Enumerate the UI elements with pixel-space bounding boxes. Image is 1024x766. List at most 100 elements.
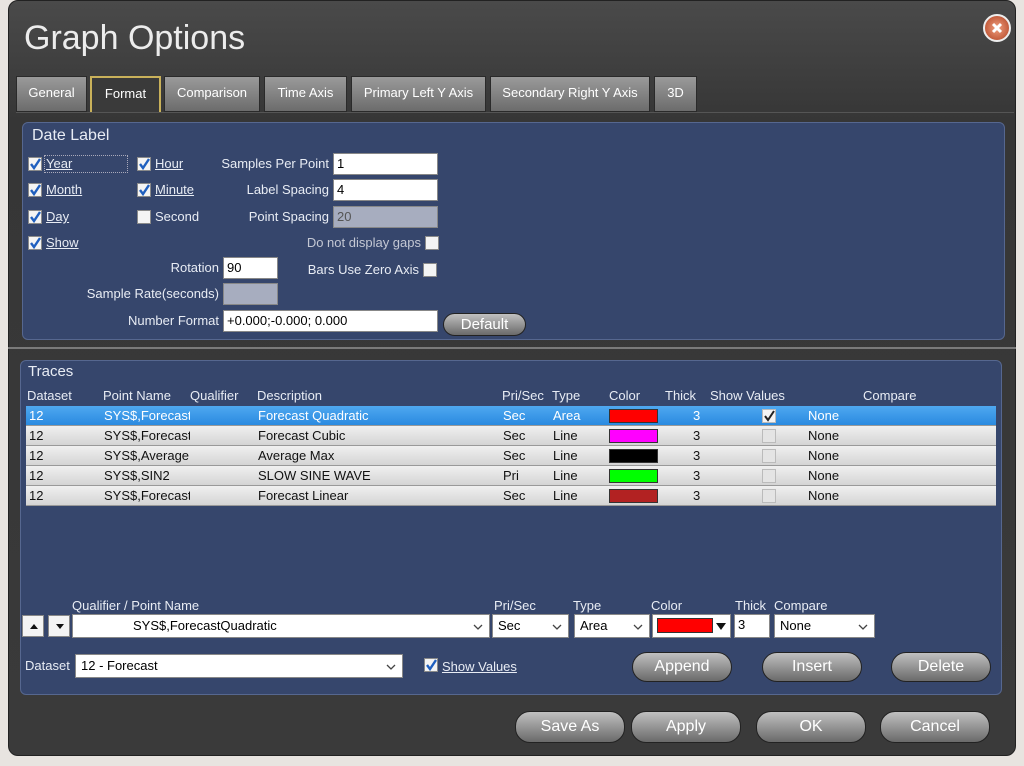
table-row[interactable] — [26, 486, 996, 506]
checkbox[interactable] — [28, 236, 42, 250]
cell: 3 — [693, 488, 701, 503]
cell: SYS$,ForecastL — [104, 488, 190, 503]
checkbox-label: Day — [46, 209, 70, 224]
option-label: Bars Use Zero Axis — [307, 262, 419, 277]
color-swatch — [609, 469, 658, 483]
table-row[interactable] — [26, 466, 996, 486]
tab[interactable]: Primary Left Y Axis — [351, 76, 486, 112]
footer-button[interactable]: OK — [756, 711, 866, 743]
move-up-button[interactable] — [22, 615, 44, 637]
checkbox-label: Hour — [155, 156, 184, 171]
dialog-title: Graph Options — [24, 19, 246, 57]
cell: Sec — [503, 448, 526, 463]
cell: Pri — [503, 468, 519, 483]
checkbox[interactable] — [762, 429, 776, 443]
checkbox[interactable] — [137, 210, 151, 224]
pri-sec-combo[interactable]: Sec — [492, 614, 569, 638]
field-label: Label Spacing — [246, 182, 329, 197]
cell: Forecast Linear — [258, 488, 349, 503]
type-combo[interactable]: Area — [574, 614, 650, 638]
column-header: Thick — [735, 598, 767, 613]
column-header: Qualifier / Point Name — [72, 598, 200, 613]
checkbox[interactable] — [137, 183, 151, 197]
checkbox[interactable] — [425, 236, 439, 250]
checkbox[interactable] — [762, 449, 776, 463]
tab[interactable]: General — [16, 76, 87, 112]
column-header: Type — [552, 388, 581, 403]
cell: None — [808, 488, 840, 503]
table-row[interactable] — [26, 446, 996, 466]
move-down-button[interactable] — [48, 615, 70, 637]
cell: 12 — [29, 428, 44, 443]
checkbox[interactable] — [424, 658, 438, 672]
checkbox[interactable] — [28, 210, 42, 224]
cell: None — [808, 448, 840, 463]
checkbox[interactable] — [762, 469, 776, 483]
tab[interactable]: Secondary Right Y Axis — [490, 76, 650, 112]
tab[interactable]: Comparison — [164, 76, 260, 112]
checkbox[interactable] — [137, 157, 151, 171]
footer-button[interactable]: Cancel — [880, 711, 990, 743]
checkbox[interactable] — [28, 183, 42, 197]
option-label: Do not display gaps — [306, 235, 421, 250]
date-label-panel — [22, 122, 1005, 340]
column-header: Color — [651, 598, 683, 613]
table-row[interactable] — [26, 406, 996, 426]
cell: None — [808, 428, 840, 443]
text-input: 20 — [333, 206, 438, 228]
text-input — [223, 283, 278, 305]
cell: Area — [553, 408, 581, 423]
close-button[interactable] — [983, 14, 1011, 42]
action-button[interactable]: Delete — [891, 652, 991, 682]
column-header: Type — [573, 598, 602, 613]
tab[interactable]: Time Axis — [264, 76, 347, 112]
color-swatch — [657, 618, 713, 633]
point-name-combo[interactable]: SYS$,ForecastQuadratic — [72, 614, 490, 638]
checkbox-label: Year — [46, 156, 73, 171]
table-row[interactable] — [26, 426, 996, 446]
column-header: Qualifier — [190, 388, 239, 403]
field-label: Point Spacing — [248, 209, 329, 224]
cell: None — [808, 468, 840, 483]
cell: 3 — [693, 448, 701, 463]
checkbox[interactable] — [28, 157, 42, 171]
checkbox[interactable] — [423, 263, 437, 277]
cell: Average Max — [258, 448, 335, 463]
action-button[interactable]: Append — [632, 652, 732, 682]
cell: SLOW SINE WAVE — [258, 468, 371, 483]
action-button[interactable]: Insert — [762, 652, 862, 682]
cell: Forecast Quadratic — [258, 408, 369, 423]
cell: 3 — [693, 428, 701, 443]
column-header: Pri/Sec — [494, 598, 536, 613]
text-input[interactable]: 4 — [333, 179, 438, 201]
panel-title: Traces — [28, 363, 74, 380]
text-input[interactable]: +0.000;-0.000; 0.000 — [223, 310, 438, 332]
footer-button[interactable]: Apply — [631, 711, 741, 743]
column-header: Compare — [863, 388, 917, 403]
tab[interactable]: Format — [90, 76, 161, 112]
column-header: Color — [609, 388, 641, 403]
column-header: Pri/Sec — [502, 388, 544, 403]
cell: Sec — [503, 408, 526, 423]
text-input[interactable]: 90 — [223, 257, 278, 279]
thick-input[interactable]: 3 — [734, 614, 770, 638]
dataset-combo[interactable]: 12 - Forecast — [75, 654, 403, 678]
column-header: Dataset — [27, 388, 72, 403]
cell: 12 — [29, 408, 44, 423]
field-label: Samples Per Point — [221, 156, 329, 171]
default-button[interactable]: Default — [443, 313, 526, 336]
cell: Line — [553, 468, 578, 483]
panel-title: Date Label — [32, 127, 110, 144]
text-input[interactable]: 1 — [333, 153, 438, 175]
cell: Line — [553, 428, 578, 443]
tab[interactable]: 3D — [654, 76, 697, 112]
checkbox-label: Minute — [155, 182, 195, 197]
cell: 3 — [693, 468, 701, 483]
compare-combo[interactable]: None — [774, 614, 875, 638]
checkbox[interactable] — [762, 489, 776, 503]
footer-button[interactable]: Save As — [515, 711, 625, 743]
checkbox[interactable] — [762, 409, 776, 423]
